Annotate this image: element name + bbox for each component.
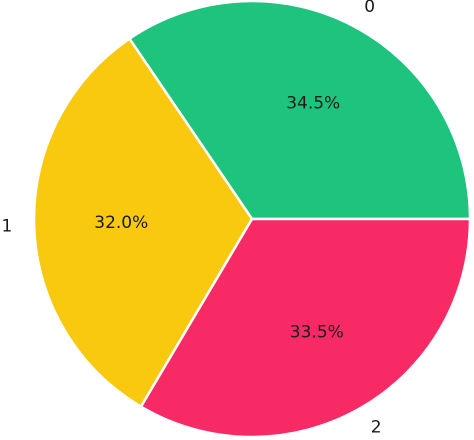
pie-value-label-2: 33.5%: [290, 323, 344, 343]
pie-slice-0: [128, 0, 472, 221]
pie-labels: 34.5% 0 32.0% 1 33.5% 2: [1, 0, 381, 437]
pie-slice-1: [32, 37, 254, 408]
pie-value-label-0: 34.5%: [286, 93, 340, 113]
pie-value-label-1: 32.0%: [94, 213, 148, 233]
pie-category-label-1: 1: [1, 217, 12, 237]
pie-slice-2: [139, 217, 472, 439]
pie-category-label-2: 2: [371, 417, 382, 437]
pie-category-label-0: 0: [364, 0, 375, 17]
pie-slices: [32, 0, 472, 439]
